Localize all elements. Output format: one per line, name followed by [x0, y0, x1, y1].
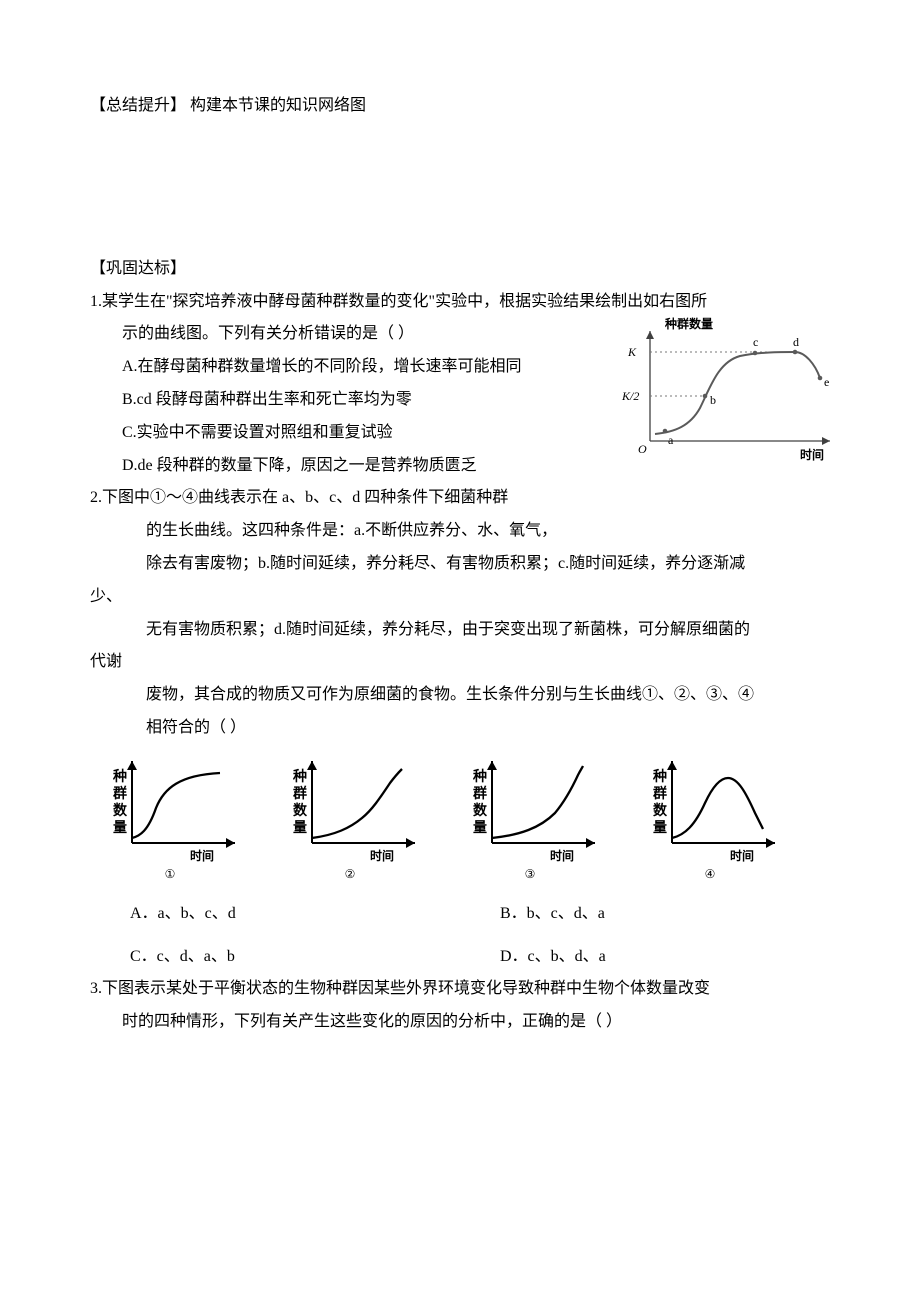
- svg-text:种群数量: 种群数量: [664, 316, 713, 331]
- svg-text:量: 量: [653, 820, 667, 836]
- q2-chart-2: 种群数量时间 ②: [290, 753, 440, 888]
- q2-stem-line1: 2.下图中①～④曲线表示在 a、b、c、d 四种条件下细菌种群: [90, 482, 830, 515]
- svg-text:e: e: [824, 375, 829, 389]
- svg-text:群: 群: [472, 785, 487, 802]
- q2-stem-line6: 相符合的（ ）: [90, 712, 830, 745]
- spacer: [90, 123, 830, 253]
- q2-stem-line3: 除去有害废物；b.随时间延续，养分耗尽、有害物质积累；c.随时间延续，养分逐渐减: [90, 548, 830, 581]
- svg-text:群: 群: [112, 785, 127, 802]
- svg-text:①: ①: [165, 867, 176, 881]
- svg-text:时间: 时间: [370, 848, 394, 863]
- svg-text:时间: 时间: [190, 848, 214, 863]
- q2-stem-line4b: 代谢: [90, 646, 830, 679]
- svg-text:种: 种: [652, 768, 667, 785]
- consolidate-heading: 【巩固达标】: [90, 253, 830, 286]
- svg-text:数: 数: [653, 802, 668, 819]
- svg-text:种: 种: [472, 768, 487, 785]
- svg-text:a: a: [668, 433, 674, 447]
- svg-text:④: ④: [705, 867, 716, 881]
- question-3: 3.下图表示某处于平衡状态的生物种群因某些外界环境变化导致种群中生物个体数量改变…: [90, 973, 830, 1039]
- q2-charts-row: 种群数量时间① 种群数量时间② 种群数量时间③ 种群数量时间④: [110, 753, 830, 888]
- question-2: 2.下图中①～④曲线表示在 a、b、c、d 四种条件下细菌种群 的生长曲线。这四…: [90, 482, 830, 973]
- q2-stem-line5: 废物，其合成的物质又可作为原细菌的食物。生长条件分别与生长曲线①、②、③、④: [90, 679, 830, 712]
- svg-text:数: 数: [293, 802, 308, 819]
- q3-stem-line1: 3.下图表示某处于平衡状态的生物种群因某些外界环境变化导致种群中生物个体数量改变: [90, 973, 830, 1006]
- q2-stem-line4: 无有害物质积累；d.随时间延续，养分耗尽，由于突变出现了新菌株，可分解原细菌的: [90, 614, 830, 647]
- q2-stem-line3b: 少、: [90, 581, 830, 614]
- document-page: 【总结提升】 构建本节课的知识网络图 【巩固达标】 1.某学生在"探究培养液中酵…: [0, 0, 920, 1302]
- svg-text:群: 群: [292, 785, 307, 802]
- svg-text:量: 量: [473, 820, 487, 836]
- q2-option-c: C．c、d、a、b: [130, 948, 235, 965]
- svg-text:③: ③: [525, 867, 536, 881]
- q2-options-row-2: C．c、d、a、b D．c、b、d、a: [90, 941, 830, 974]
- svg-text:量: 量: [293, 820, 307, 836]
- svg-text:种: 种: [112, 768, 127, 785]
- q2-chart-3: 种群数量时间 ③: [470, 753, 620, 888]
- svg-text:时间: 时间: [730, 848, 754, 863]
- svg-text:c: c: [753, 335, 758, 349]
- q2-option-a: A．a、b、c、d: [130, 905, 236, 922]
- q2-options-row-1: A．a、b、c、d B．b、c、d、a: [90, 898, 830, 931]
- svg-text:K: K: [627, 345, 637, 359]
- svg-text:数: 数: [473, 802, 488, 819]
- svg-text:种: 种: [292, 768, 307, 785]
- q1-stem-line1: 1.某学生在"探究培养液中酵母菌种群数量的变化"实验中，根据实验结果绘制出如右图…: [90, 286, 830, 319]
- q2-chart-4: 种群数量时间 ④: [650, 753, 800, 888]
- q2-stem-line2: 的生长曲线。这四种条件是：a.不断供应养分、水、氧气，: [90, 515, 830, 548]
- svg-text:时间: 时间: [800, 447, 824, 462]
- q3-stem-line2: 时的四种情形，下列有关产生这些变化的原因的分析中，正确的是（ ）: [90, 1006, 830, 1039]
- svg-text:数: 数: [113, 802, 128, 819]
- svg-text:时间: 时间: [550, 848, 574, 863]
- q2-chart-1: 种群数量时间 ①: [110, 753, 260, 888]
- summary-heading: 【总结提升】 构建本节课的知识网络图: [90, 90, 830, 123]
- q2-option-d: D．c、b、d、a: [500, 948, 606, 965]
- q1-chart-svg: 种群数量时间 K K/2 Oa b c d e: [620, 316, 840, 471]
- svg-text:O: O: [638, 442, 647, 456]
- q1-figure: 种群数量时间 K K/2 Oa b c d e: [620, 316, 840, 471]
- svg-text:b: b: [710, 393, 716, 407]
- svg-text:K/2: K/2: [621, 389, 639, 403]
- q2-option-b: B．b、c、d、a: [500, 905, 605, 922]
- question-1: 1.某学生在"探究培养液中酵母菌种群数量的变化"实验中，根据实验结果绘制出如右图…: [90, 286, 830, 483]
- svg-text:d: d: [793, 335, 799, 349]
- svg-text:群: 群: [652, 785, 667, 802]
- svg-text:量: 量: [113, 820, 127, 836]
- svg-text:②: ②: [345, 867, 356, 881]
